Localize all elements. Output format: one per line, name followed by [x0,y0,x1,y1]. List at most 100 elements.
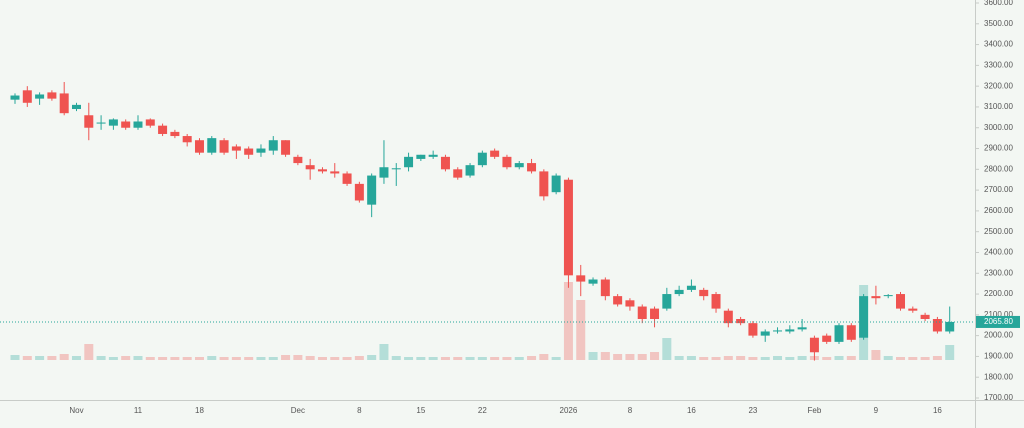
candle-body [896,294,906,309]
volume-bar [440,357,450,360]
candle-body [194,140,204,153]
candle-body [367,175,377,205]
volume-bar [194,357,204,360]
volume-bar [268,357,278,360]
y-tick-label: 3200.00 [984,81,1013,90]
volume-bar [674,356,684,360]
candle-body [514,163,524,168]
candle-body [760,331,770,336]
candle-body [871,296,881,299]
candle-body [465,165,475,176]
volume-bar [785,357,795,360]
volume-bar [170,357,180,360]
volume-bar [379,344,389,360]
x-tick-label: Feb [808,406,822,415]
candle-body [293,156,303,164]
x-tick-label: 23 [748,406,757,415]
volume-bar [182,357,192,360]
candle-body [281,140,291,155]
y-tick-label: 2400.00 [984,248,1013,257]
x-tick-label: 16 [687,406,696,415]
y-tick-label: 2600.00 [984,206,1013,215]
candle-body [945,321,955,332]
volume-bar [305,356,315,360]
volume-bar [662,338,672,360]
candle-body [686,285,696,290]
candle-body [625,300,635,307]
volume-bar [207,356,217,360]
y-tick-label: 2800.00 [984,164,1013,173]
candle-body [859,296,869,338]
y-tick-label: 2500.00 [984,227,1013,236]
volume-bar [945,345,955,360]
volume-bar [317,357,327,360]
candle-body [932,319,942,332]
volume-bar [883,356,893,360]
volume-bar [723,356,733,360]
candle-body [576,275,586,282]
volume-bar [108,357,118,360]
candle-body [723,310,733,324]
volume-bar [22,356,32,360]
candle-body [440,156,450,170]
volume-bar [527,356,537,360]
candle-body [219,140,229,153]
candle-body [84,115,94,128]
y-tick-label: 1700.00 [984,393,1013,402]
y-tick-label: 3500.00 [984,19,1013,28]
y-tick-label: 2100.00 [984,310,1013,319]
candle-body [809,337,819,353]
volume-bar [932,356,942,360]
volume-bar [342,357,352,360]
volume-bar [391,356,401,360]
candle-body [379,167,389,178]
volume-bar [822,357,832,360]
candle-body [600,279,610,297]
volume-bar [354,356,364,360]
volume-bar [121,356,131,360]
candle-body [908,308,918,311]
candle-body [330,171,340,174]
candle-body [268,140,278,151]
volume-bar [637,354,647,360]
volume-bar [773,356,783,360]
candle-body [342,173,352,184]
volume-bar [699,357,709,360]
candle-body [563,179,573,276]
candle-body [785,329,795,332]
volume-bar [871,350,881,360]
volume-bar [576,300,586,360]
y-tick-label: 3100.00 [984,102,1013,111]
volume-bar [908,357,918,360]
candle-body [539,171,549,197]
volume-bar [514,357,524,360]
candle-body [453,169,463,178]
volume-bar [625,354,635,360]
volume-bar [428,357,438,360]
candle-body [231,146,241,151]
volume-bar [539,354,549,360]
candle-body [170,131,180,137]
volume-bar [465,357,475,360]
candle-body [588,279,598,284]
candle-body [711,294,721,309]
y-tick-label: 2300.00 [984,268,1013,277]
volume-bar [35,356,45,360]
candle-body [244,148,254,155]
volume-bar [846,356,856,360]
x-tick-label: 9 [874,406,879,415]
volume-bar [613,354,623,360]
candle-body [182,136,192,143]
volume-bar [588,352,598,360]
candle-body [121,121,131,128]
volume-bar [600,352,610,360]
candle-body [391,168,401,170]
volume-bar [896,357,906,360]
candle-body [551,175,561,193]
candle-body [133,121,143,128]
candle-body [736,319,746,324]
candle-body [71,104,81,110]
volume-bar [797,356,807,360]
